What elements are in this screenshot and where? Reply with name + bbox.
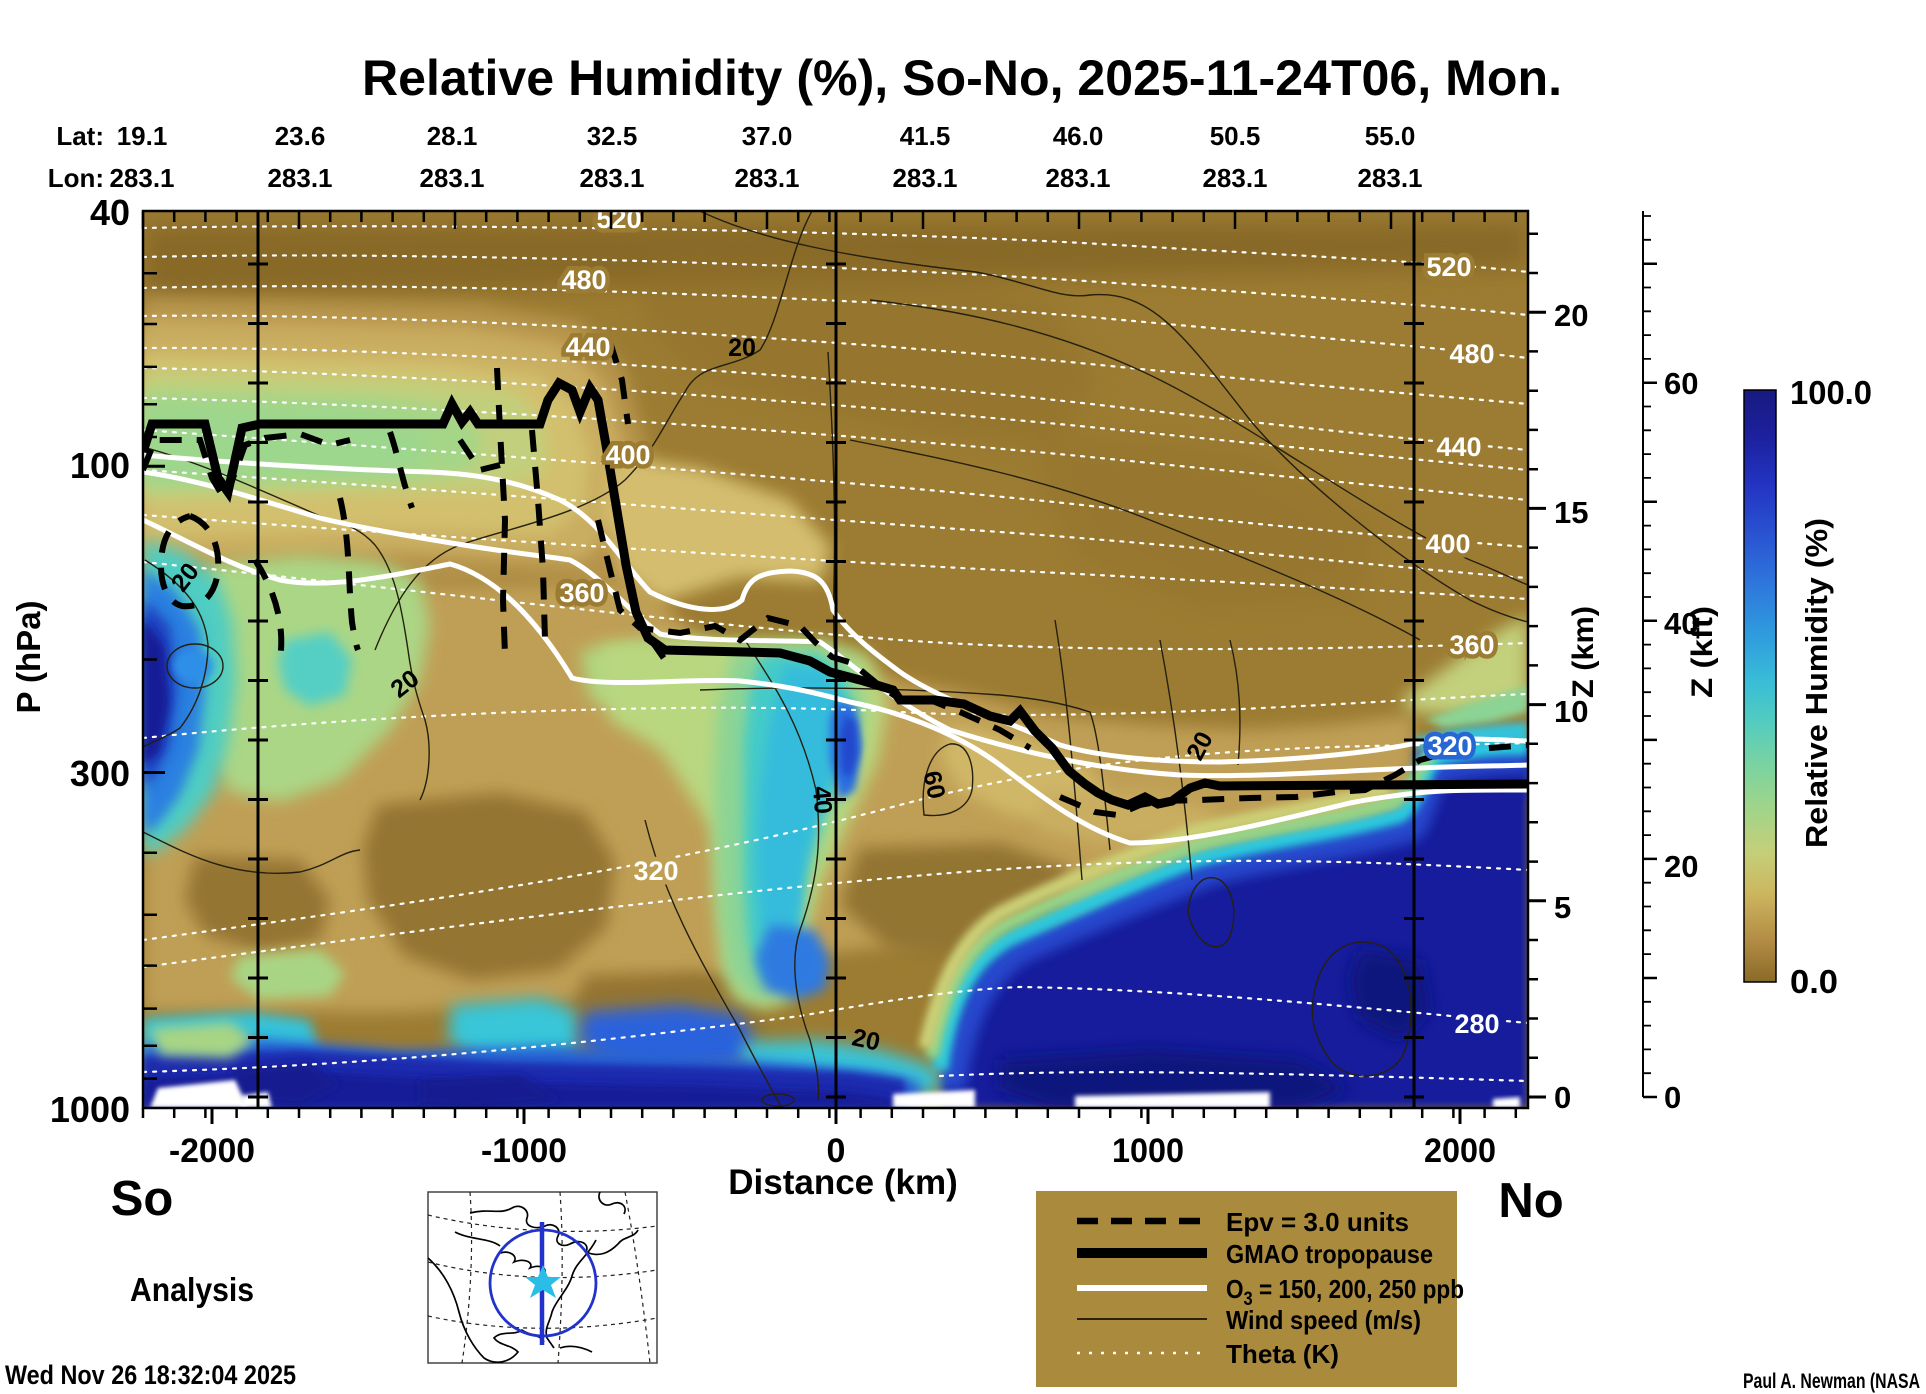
svg-text:-2000: -2000: [169, 1132, 255, 1170]
svg-text:32.5: 32.5: [587, 121, 638, 151]
svg-text:400: 400: [1425, 529, 1470, 559]
svg-text:283.1: 283.1: [1357, 163, 1422, 193]
svg-text:440: 440: [1436, 432, 1481, 462]
svg-text:400: 400: [605, 440, 650, 470]
svg-text:28.1: 28.1: [427, 121, 478, 151]
svg-text:283.1: 283.1: [1045, 163, 1110, 193]
svg-text:0: 0: [1664, 1080, 1681, 1115]
svg-text:0: 0: [827, 1132, 846, 1170]
svg-text:Wed Nov 26 18:32:04 2025: Wed Nov 26 18:32:04 2025: [5, 1360, 296, 1390]
svg-text:Z (km): Z (km): [1567, 606, 1600, 698]
svg-text:-1000: -1000: [481, 1132, 567, 1170]
svg-text:0: 0: [1554, 1080, 1571, 1115]
svg-text:20: 20: [1664, 849, 1698, 884]
svg-text:283.1: 283.1: [267, 163, 332, 193]
svg-text:440: 440: [565, 332, 610, 362]
svg-text:360: 360: [1449, 630, 1494, 660]
svg-text:0.0: 0.0: [1790, 963, 1838, 1000]
svg-text:2000: 2000: [1424, 1132, 1496, 1170]
svg-text:1000: 1000: [1112, 1132, 1184, 1170]
svg-text:15: 15: [1554, 495, 1588, 530]
svg-text:40: 40: [90, 192, 130, 233]
svg-text:283.1: 283.1: [1202, 163, 1267, 193]
svg-text:Theta (K): Theta (K): [1226, 1339, 1339, 1369]
svg-text:Distance (km): Distance (km): [728, 1163, 958, 1202]
svg-text:480: 480: [561, 265, 606, 295]
svg-text:283.1: 283.1: [579, 163, 644, 193]
svg-text:55.0: 55.0: [1365, 121, 1416, 151]
svg-text:40: 40: [1664, 606, 1698, 641]
svg-text:20: 20: [728, 334, 756, 362]
svg-text:41.5: 41.5: [900, 121, 951, 151]
svg-text:46.0: 46.0: [1053, 121, 1104, 151]
svg-text:50.5: 50.5: [1210, 121, 1261, 151]
svg-text:20: 20: [1554, 298, 1588, 333]
svg-text:Z (kft): Z (kft): [1686, 606, 1719, 698]
svg-text:GMAO tropopause: GMAO tropopause: [1226, 1239, 1433, 1269]
svg-text:Relative Humidity (%), So-No,: Relative Humidity (%), So-No, 2025-11-24…: [362, 50, 1562, 106]
svg-text:10: 10: [1554, 694, 1588, 729]
svg-text:60: 60: [917, 768, 950, 801]
svg-text:280: 280: [1454, 1009, 1499, 1039]
svg-text:23.6: 23.6: [275, 121, 326, 151]
svg-text:100: 100: [70, 445, 130, 486]
svg-text:No: No: [1498, 1174, 1563, 1228]
svg-text:Lat:: Lat:: [56, 121, 104, 151]
svg-text:P (hPa): P (hPa): [10, 600, 47, 713]
svg-text:283.1: 283.1: [734, 163, 799, 193]
svg-text:283.1: 283.1: [892, 163, 957, 193]
svg-text:5: 5: [1554, 890, 1571, 925]
svg-text:520: 520: [596, 204, 641, 234]
svg-text:20: 20: [849, 1023, 882, 1056]
svg-text:Wind speed (m/s): Wind speed (m/s): [1226, 1305, 1421, 1335]
svg-text:320: 320: [633, 856, 678, 886]
svg-text:283.1: 283.1: [109, 163, 174, 193]
svg-text:60: 60: [1664, 366, 1698, 401]
svg-text:So: So: [111, 1172, 174, 1226]
svg-text:100.0: 100.0: [1790, 374, 1872, 411]
svg-text:37.0: 37.0: [742, 121, 793, 151]
svg-text:Analysis: Analysis: [130, 1271, 254, 1308]
svg-text:19.1: 19.1: [117, 121, 168, 151]
svg-text:1000: 1000: [50, 1089, 130, 1130]
svg-text:Relative Humidity (%): Relative Humidity (%): [1799, 518, 1834, 848]
svg-text:320: 320: [1427, 731, 1472, 761]
svg-text:283.1: 283.1: [419, 163, 484, 193]
svg-text:300: 300: [70, 753, 130, 794]
svg-text:360: 360: [559, 578, 604, 608]
svg-text:480: 480: [1449, 339, 1494, 369]
svg-text:Paul A. Newman (NASA: Paul A. Newman (NASA: [1743, 1370, 1920, 1393]
svg-text:Epv = 3.0 units: Epv = 3.0 units: [1226, 1207, 1409, 1237]
svg-text:Lon:: Lon:: [48, 163, 104, 193]
svg-text:520: 520: [1426, 252, 1471, 282]
